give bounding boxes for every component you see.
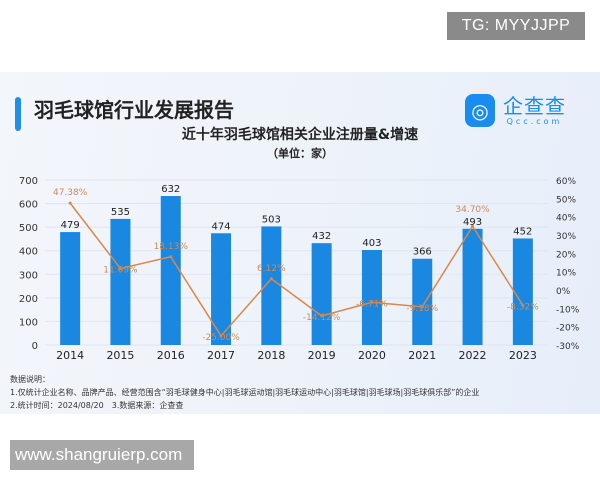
bar xyxy=(261,226,282,345)
growth-point xyxy=(169,255,173,259)
left-tick-label: 200 xyxy=(19,294,38,305)
x-tick-label: 2014 xyxy=(56,349,84,362)
bar-value-label: 493 xyxy=(463,217,482,228)
bar xyxy=(462,228,483,345)
right-tick-label: 60% xyxy=(556,177,576,187)
growth-point xyxy=(471,224,475,228)
bar-value-label: 366 xyxy=(413,247,432,258)
growth-line xyxy=(69,202,524,338)
growth-label: 11.69% xyxy=(103,266,138,276)
right-tick-label: 20% xyxy=(556,250,576,260)
x-tick-label: 2018 xyxy=(257,349,285,362)
left-tick-label: 100 xyxy=(19,317,38,328)
right-tick-label: 40% xyxy=(556,214,576,224)
right-tick-label: -20% xyxy=(556,324,580,334)
watermark-top: TG: MYYJJPP xyxy=(447,12,585,40)
right-tick-label: 10% xyxy=(556,269,576,279)
notes-heading: 数据说明： xyxy=(10,375,50,384)
logo-cn: 企查查 xyxy=(503,93,566,118)
qcc-logo: ◎ 企查查 Qcc.com xyxy=(465,94,566,127)
right-tick-label: 50% xyxy=(556,195,576,205)
bar xyxy=(412,258,433,345)
growth-point xyxy=(521,303,525,307)
growth-label: -25.00% xyxy=(202,333,240,343)
left-tick-label: 400 xyxy=(19,247,38,258)
watermark-bottom: www.shangruierp.com xyxy=(10,440,194,470)
x-tick-label: 2017 xyxy=(207,349,235,362)
bar-value-label: 432 xyxy=(312,231,331,242)
left-tick-label: 700 xyxy=(19,176,38,187)
qcc-logo-icon: ◎ xyxy=(465,94,495,127)
x-tick-label: 2020 xyxy=(358,349,386,362)
chart-subtitle: （单位：家） xyxy=(267,147,333,160)
right-tick-label: 30% xyxy=(556,232,576,242)
left-tick-label: 300 xyxy=(19,270,38,281)
logo-en: Qcc.com xyxy=(506,116,563,126)
left-tick-label: 0 xyxy=(32,341,38,352)
bar xyxy=(160,196,181,345)
x-tick-label: 2022 xyxy=(459,349,487,362)
bar xyxy=(311,243,332,345)
growth-label: 6.12% xyxy=(257,264,286,274)
data-notes: 数据说明： 1.仅统计企业名称、品牌产品、经营范围含“羽毛球健身中心|羽毛球运动… xyxy=(10,373,479,412)
right-tick-label: 0% xyxy=(556,287,571,297)
x-tick-label: 2016 xyxy=(157,349,185,362)
bar-value-label: 452 xyxy=(513,226,532,237)
x-tick-label: 2021 xyxy=(408,349,436,362)
growth-point xyxy=(370,300,374,304)
bar xyxy=(110,218,131,345)
bar xyxy=(512,238,533,345)
report-title: 羽毛球馆行业发展报告 xyxy=(34,98,234,122)
growth-label: 34.70% xyxy=(455,205,490,215)
notes-line1: 1.仅统计企业名称、品牌产品、经营范围含“羽毛球健身中心|羽毛球运动馆|羽毛球运… xyxy=(10,388,480,397)
growth-label: 47.38% xyxy=(53,188,88,198)
title-accent-bar xyxy=(15,97,21,131)
growth-point xyxy=(320,314,324,318)
growth-label: -14.12% xyxy=(303,313,341,323)
growth-point xyxy=(420,305,424,309)
bar xyxy=(211,233,232,345)
growth-label: -6.71% xyxy=(356,299,388,309)
bar-value-label: 632 xyxy=(161,184,180,195)
left-tick-label: 500 xyxy=(19,223,38,234)
growth-point xyxy=(118,267,122,271)
x-tick-label: 2023 xyxy=(509,349,537,362)
growth-point xyxy=(68,201,72,205)
growth-label: -9.18% xyxy=(406,304,438,314)
bar xyxy=(361,250,382,345)
bar-value-label: 535 xyxy=(111,207,130,218)
chart-title: 近十年羽毛球馆相关企业注册量&增速 xyxy=(181,127,419,143)
right-tick-label: -30% xyxy=(556,342,580,352)
right-tick-label: -10% xyxy=(556,305,580,315)
bar-value-label: 503 xyxy=(262,214,281,225)
left-tick-label: 600 xyxy=(19,200,38,211)
bar-value-label: 474 xyxy=(212,221,231,232)
bar-value-label: 403 xyxy=(362,238,381,249)
x-tick-label: 2019 xyxy=(308,349,336,362)
growth-label: 18.13% xyxy=(154,242,189,252)
x-tick-label: 2015 xyxy=(106,349,134,362)
growth-label: -8.32% xyxy=(507,302,539,312)
growth-point xyxy=(269,277,273,281)
notes-line2: 2.统计时间：2024/08/20 3.数据来源：企查查 xyxy=(10,401,184,410)
bar xyxy=(60,232,81,345)
bar-value-label: 479 xyxy=(61,220,80,231)
growth-point xyxy=(219,334,223,338)
